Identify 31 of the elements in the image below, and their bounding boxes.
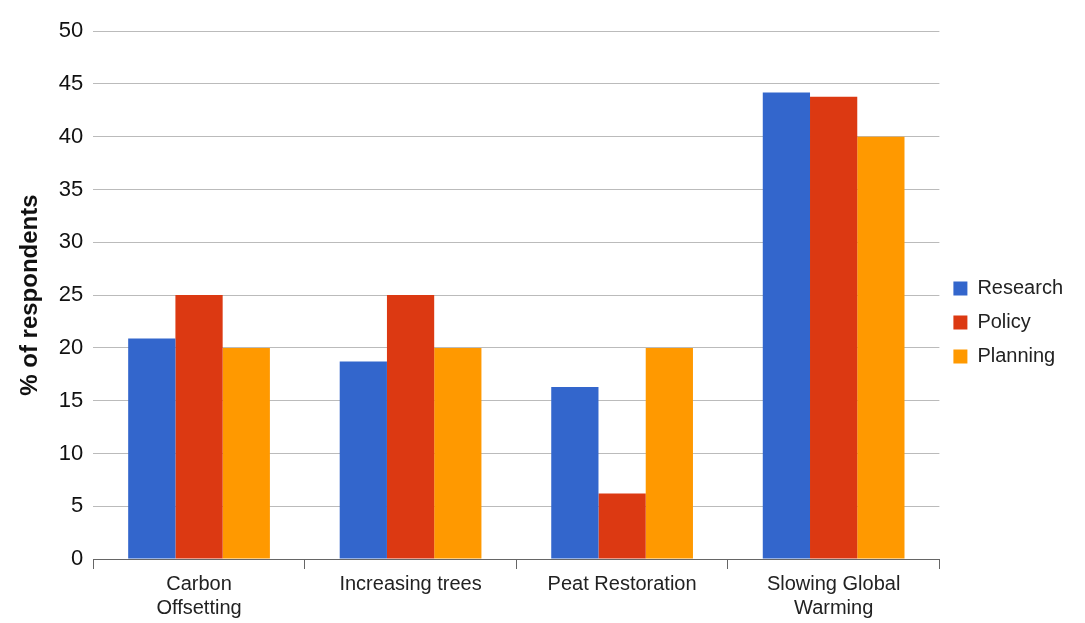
legend-label: Research xyxy=(977,276,1064,299)
bar xyxy=(175,295,223,559)
x-tick-label: Slowing Global Warming xyxy=(766,571,901,618)
legend-label: Planning xyxy=(977,344,1056,367)
bar xyxy=(128,338,176,559)
y-axis-title: % of respondents xyxy=(15,194,43,396)
y-tick-label: 20 xyxy=(58,333,84,359)
bar xyxy=(810,96,858,559)
y-tick-label: 50 xyxy=(58,17,84,43)
bar xyxy=(645,347,693,559)
x-tick-label: Carbon Offsetting xyxy=(156,571,242,618)
y-tick-label: 0 xyxy=(71,545,84,571)
y-tick-label: 30 xyxy=(58,228,84,254)
bar xyxy=(434,347,482,559)
y-tick-label: 5 xyxy=(71,492,84,518)
bar xyxy=(386,295,435,559)
bar xyxy=(857,136,905,559)
y-tick-label: 40 xyxy=(58,122,84,148)
y-tick-label: 25 xyxy=(58,281,84,307)
y-tick-label: 45 xyxy=(58,70,84,96)
bar xyxy=(598,493,646,559)
bar xyxy=(551,386,599,559)
y-tick-label: 15 xyxy=(58,386,84,412)
y-tick-label: 10 xyxy=(58,439,84,465)
y-tick-label: 35 xyxy=(58,175,84,201)
bar xyxy=(339,361,387,559)
bar xyxy=(762,92,811,559)
x-tick-label: Increasing trees xyxy=(339,571,482,594)
legend-label: Policy xyxy=(977,310,1031,333)
bar xyxy=(222,347,270,559)
x-tick-label: Peat Restoration xyxy=(547,571,697,594)
